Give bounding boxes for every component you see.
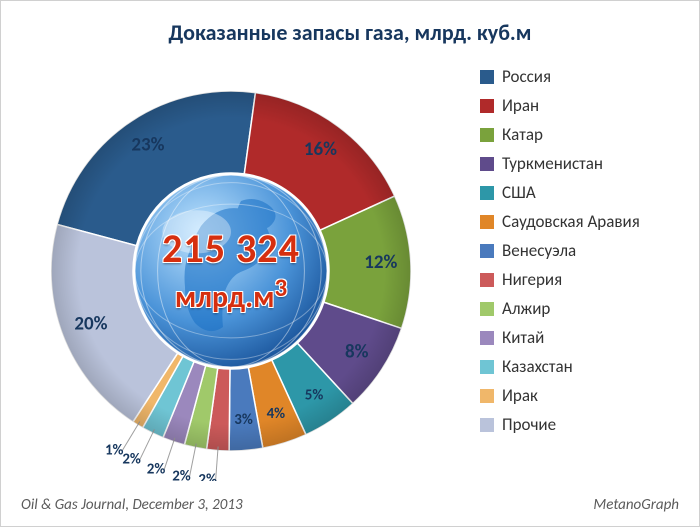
legend-item: Катар (480, 124, 675, 145)
legend-swatch (480, 128, 494, 142)
slice-pct-label: 2% (147, 461, 166, 479)
legend-item: Нигерия (480, 269, 675, 290)
slice-pct-label: 23% (131, 134, 164, 157)
legend-swatch (480, 186, 494, 200)
legend-label: Ирак (502, 385, 538, 406)
slice-pct-label: 4% (267, 405, 286, 423)
chart-container: Доказанные запасы газа, млрд. куб.м 23% 1… (0, 0, 700, 527)
slice-pct-label: 2% (198, 471, 217, 481)
slice-pct-label: 5% (305, 387, 324, 405)
legend-label: Китай (502, 327, 544, 348)
legend-item: Иран (480, 95, 675, 116)
legend-label: Катар (502, 124, 543, 145)
center-total-unit: млрд.м3 (21, 275, 441, 313)
legend-item: Венесуэла (480, 240, 675, 261)
slice-pct-label: 1% (105, 441, 124, 459)
footer-source: Oil & Gas Journal, December 3, 2013 (21, 496, 243, 514)
legend-swatch (480, 70, 494, 84)
center-unit-prefix: млрд.м (175, 279, 275, 316)
legend-swatch (480, 331, 494, 345)
legend-swatch (480, 302, 494, 316)
legend-swatch (480, 360, 494, 374)
legend-swatch (480, 157, 494, 171)
legend-swatch (480, 418, 494, 432)
slice-pct-label: 16% (304, 138, 337, 161)
center-unit-sup: 3 (275, 272, 288, 303)
legend-label: Россия (502, 66, 551, 87)
legend-swatch (480, 273, 494, 287)
legend-item: Китай (480, 327, 675, 348)
legend-swatch (480, 99, 494, 113)
slice-pct-label: 20% (74, 312, 107, 335)
legend: Россия Иран Катар Туркменистан США Саудовская… (480, 66, 675, 443)
legend-label: США (502, 182, 536, 203)
legend-item: Ирак (480, 385, 675, 406)
legend-item: Прочие (480, 414, 675, 435)
legend-label: Казахстан (502, 356, 573, 377)
legend-label: Прочие (502, 414, 556, 435)
legend-item: США (480, 182, 675, 203)
legend-swatch (480, 215, 494, 229)
legend-label: Саудовская Аравия (502, 211, 640, 232)
legend-item: Россия (480, 66, 675, 87)
legend-swatch (480, 389, 494, 403)
legend-label: Туркменистан (502, 153, 603, 174)
center-total-value: 215 324 (21, 229, 441, 269)
legend-swatch (480, 244, 494, 258)
legend-item: Саудовская Аравия (480, 211, 675, 232)
slice-pct-label: 2% (122, 451, 141, 469)
legend-label: Иран (502, 95, 539, 116)
slice-pct-label: 3% (234, 411, 253, 429)
chart-title: Доказанные запасы газа, млрд. куб.м (1, 19, 699, 46)
legend-item: Туркменистан (480, 153, 675, 174)
legend-item: Алжир (480, 298, 675, 319)
slice-pct-label: 2% (172, 467, 191, 481)
slice-pct-label: 8% (345, 340, 369, 363)
legend-label: Венесуэла (502, 240, 576, 261)
legend-label: Алжир (502, 298, 550, 319)
legend-label: Нигерия (502, 269, 562, 290)
footer-brand: MetanoGraph (593, 496, 679, 514)
legend-item: Казахстан (480, 356, 675, 377)
